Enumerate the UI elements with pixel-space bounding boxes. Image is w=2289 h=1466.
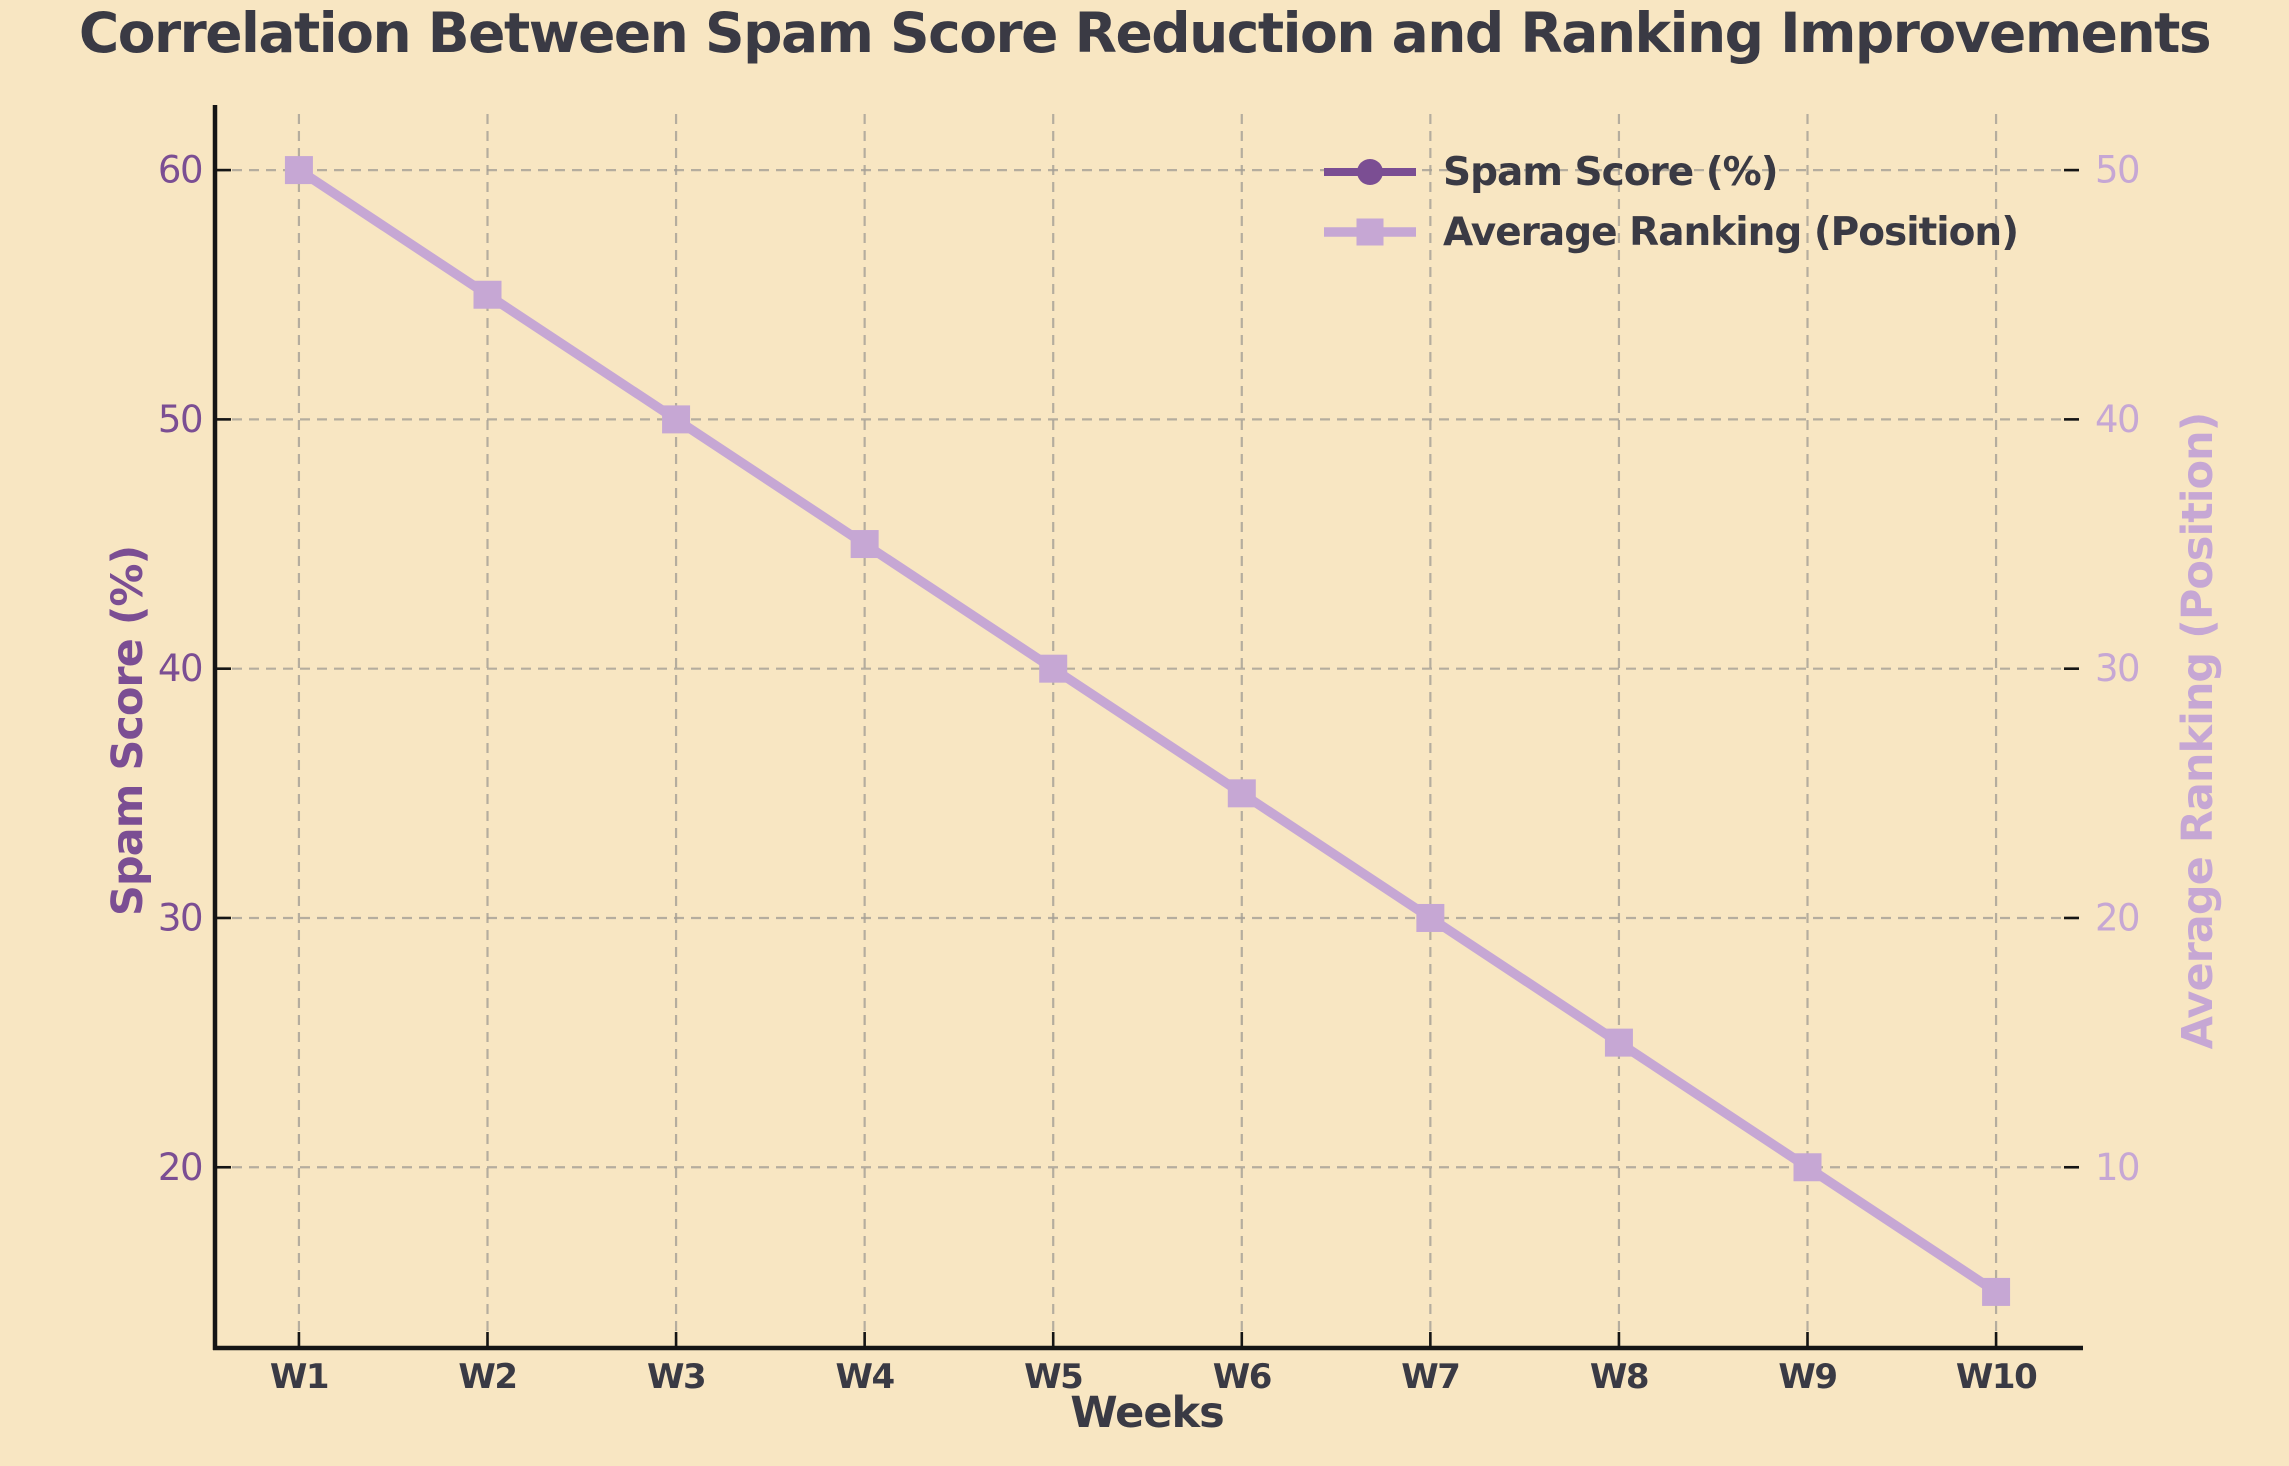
series-average-ranking-position-marker-w4 bbox=[850, 530, 879, 559]
legend-marker-average-ranking bbox=[1324, 218, 1416, 246]
legend-item-average-ranking: Average Ranking (Position) bbox=[1322, 206, 2019, 258]
x-axis-tick-label: W3 bbox=[647, 1357, 705, 1397]
series-average-ranking-position-marker-w2 bbox=[473, 280, 502, 309]
x-axis-tick-label: W6 bbox=[1213, 1357, 1271, 1397]
x-axis-label: Weeks bbox=[1070, 1388, 1224, 1438]
y-axis-tick-label-left: 30 bbox=[158, 896, 202, 939]
x-axis-tick-label: W7 bbox=[1401, 1357, 1459, 1397]
y-axis-tick-label-left: 50 bbox=[158, 398, 202, 441]
x-axis-tick-label: W10 bbox=[1956, 1357, 2037, 1397]
x-axis-tick-label: W2 bbox=[458, 1357, 516, 1397]
series-average-ranking-position-marker-w6 bbox=[1227, 779, 1256, 808]
legend-swatch-circle bbox=[1357, 159, 1383, 185]
y-axis-tick-label-right: 30 bbox=[2095, 647, 2139, 690]
x-axis-tick-label: W1 bbox=[270, 1357, 328, 1397]
y-axis-tick-label-right: 50 bbox=[2095, 149, 2139, 192]
series-average-ranking-position-marker-w5 bbox=[1039, 654, 1068, 683]
legend-item-spam-score: Spam Score (%) bbox=[1322, 146, 2018, 198]
y-axis-tick-label-right: 40 bbox=[2095, 398, 2139, 441]
x-axis-tick-label: W9 bbox=[1778, 1357, 1836, 1397]
legend: Spam Score (%) Average Ranking (Position… bbox=[1322, 146, 2019, 258]
axes: 20 30 40 50 60 10 20 30 40 50 W1 W2 W3 W4 W5 W6 W7 W8 W9 W1… bbox=[158, 105, 2141, 1397]
series bbox=[284, 156, 2011, 1306]
series-average-ranking-position-line bbox=[294, 165, 2001, 1297]
y-axis-label-left: Spam Score (%) bbox=[103, 545, 153, 917]
y-axis-label-right: Average Ranking (Position) bbox=[2173, 412, 2223, 1050]
y-axis-tick-label-right: 20 bbox=[2095, 896, 2139, 939]
y-axis-tick-label-left: 40 bbox=[158, 647, 202, 690]
series-average-ranking-position-marker-w10 bbox=[1982, 1277, 2011, 1306]
legend-label-spam-score: Spam Score (%) bbox=[1443, 149, 1779, 195]
legend-label-average-ranking: Average Ranking (Position) bbox=[1443, 209, 2019, 255]
x-axis-tick-label: W8 bbox=[1590, 1357, 1648, 1397]
grid bbox=[215, 114, 2080, 1348]
series-average-ranking-position-marker-w9 bbox=[1793, 1153, 1822, 1182]
series-average-ranking-position-marker-w7 bbox=[1416, 903, 1445, 932]
x-axis-tick-label: W5 bbox=[1024, 1357, 1082, 1397]
series-average-ranking-position-marker-w8 bbox=[1604, 1028, 1633, 1057]
y-axis-tick-label-right: 10 bbox=[2095, 1146, 2139, 1189]
series-average-ranking-position-marker-w1 bbox=[284, 156, 313, 185]
legend-swatch-square bbox=[1356, 218, 1384, 246]
chart-title: Correlation Between Spam Score Reduction… bbox=[78, 1, 2212, 65]
x-axis-tick-label: W4 bbox=[836, 1357, 895, 1397]
y-axis-tick-label-left: 20 bbox=[158, 1146, 202, 1189]
y-axis-tick-label-left: 60 bbox=[158, 149, 202, 192]
legend-marker-spam-score bbox=[1324, 159, 1416, 185]
series-average-ranking-position-marker-w3 bbox=[662, 405, 691, 434]
